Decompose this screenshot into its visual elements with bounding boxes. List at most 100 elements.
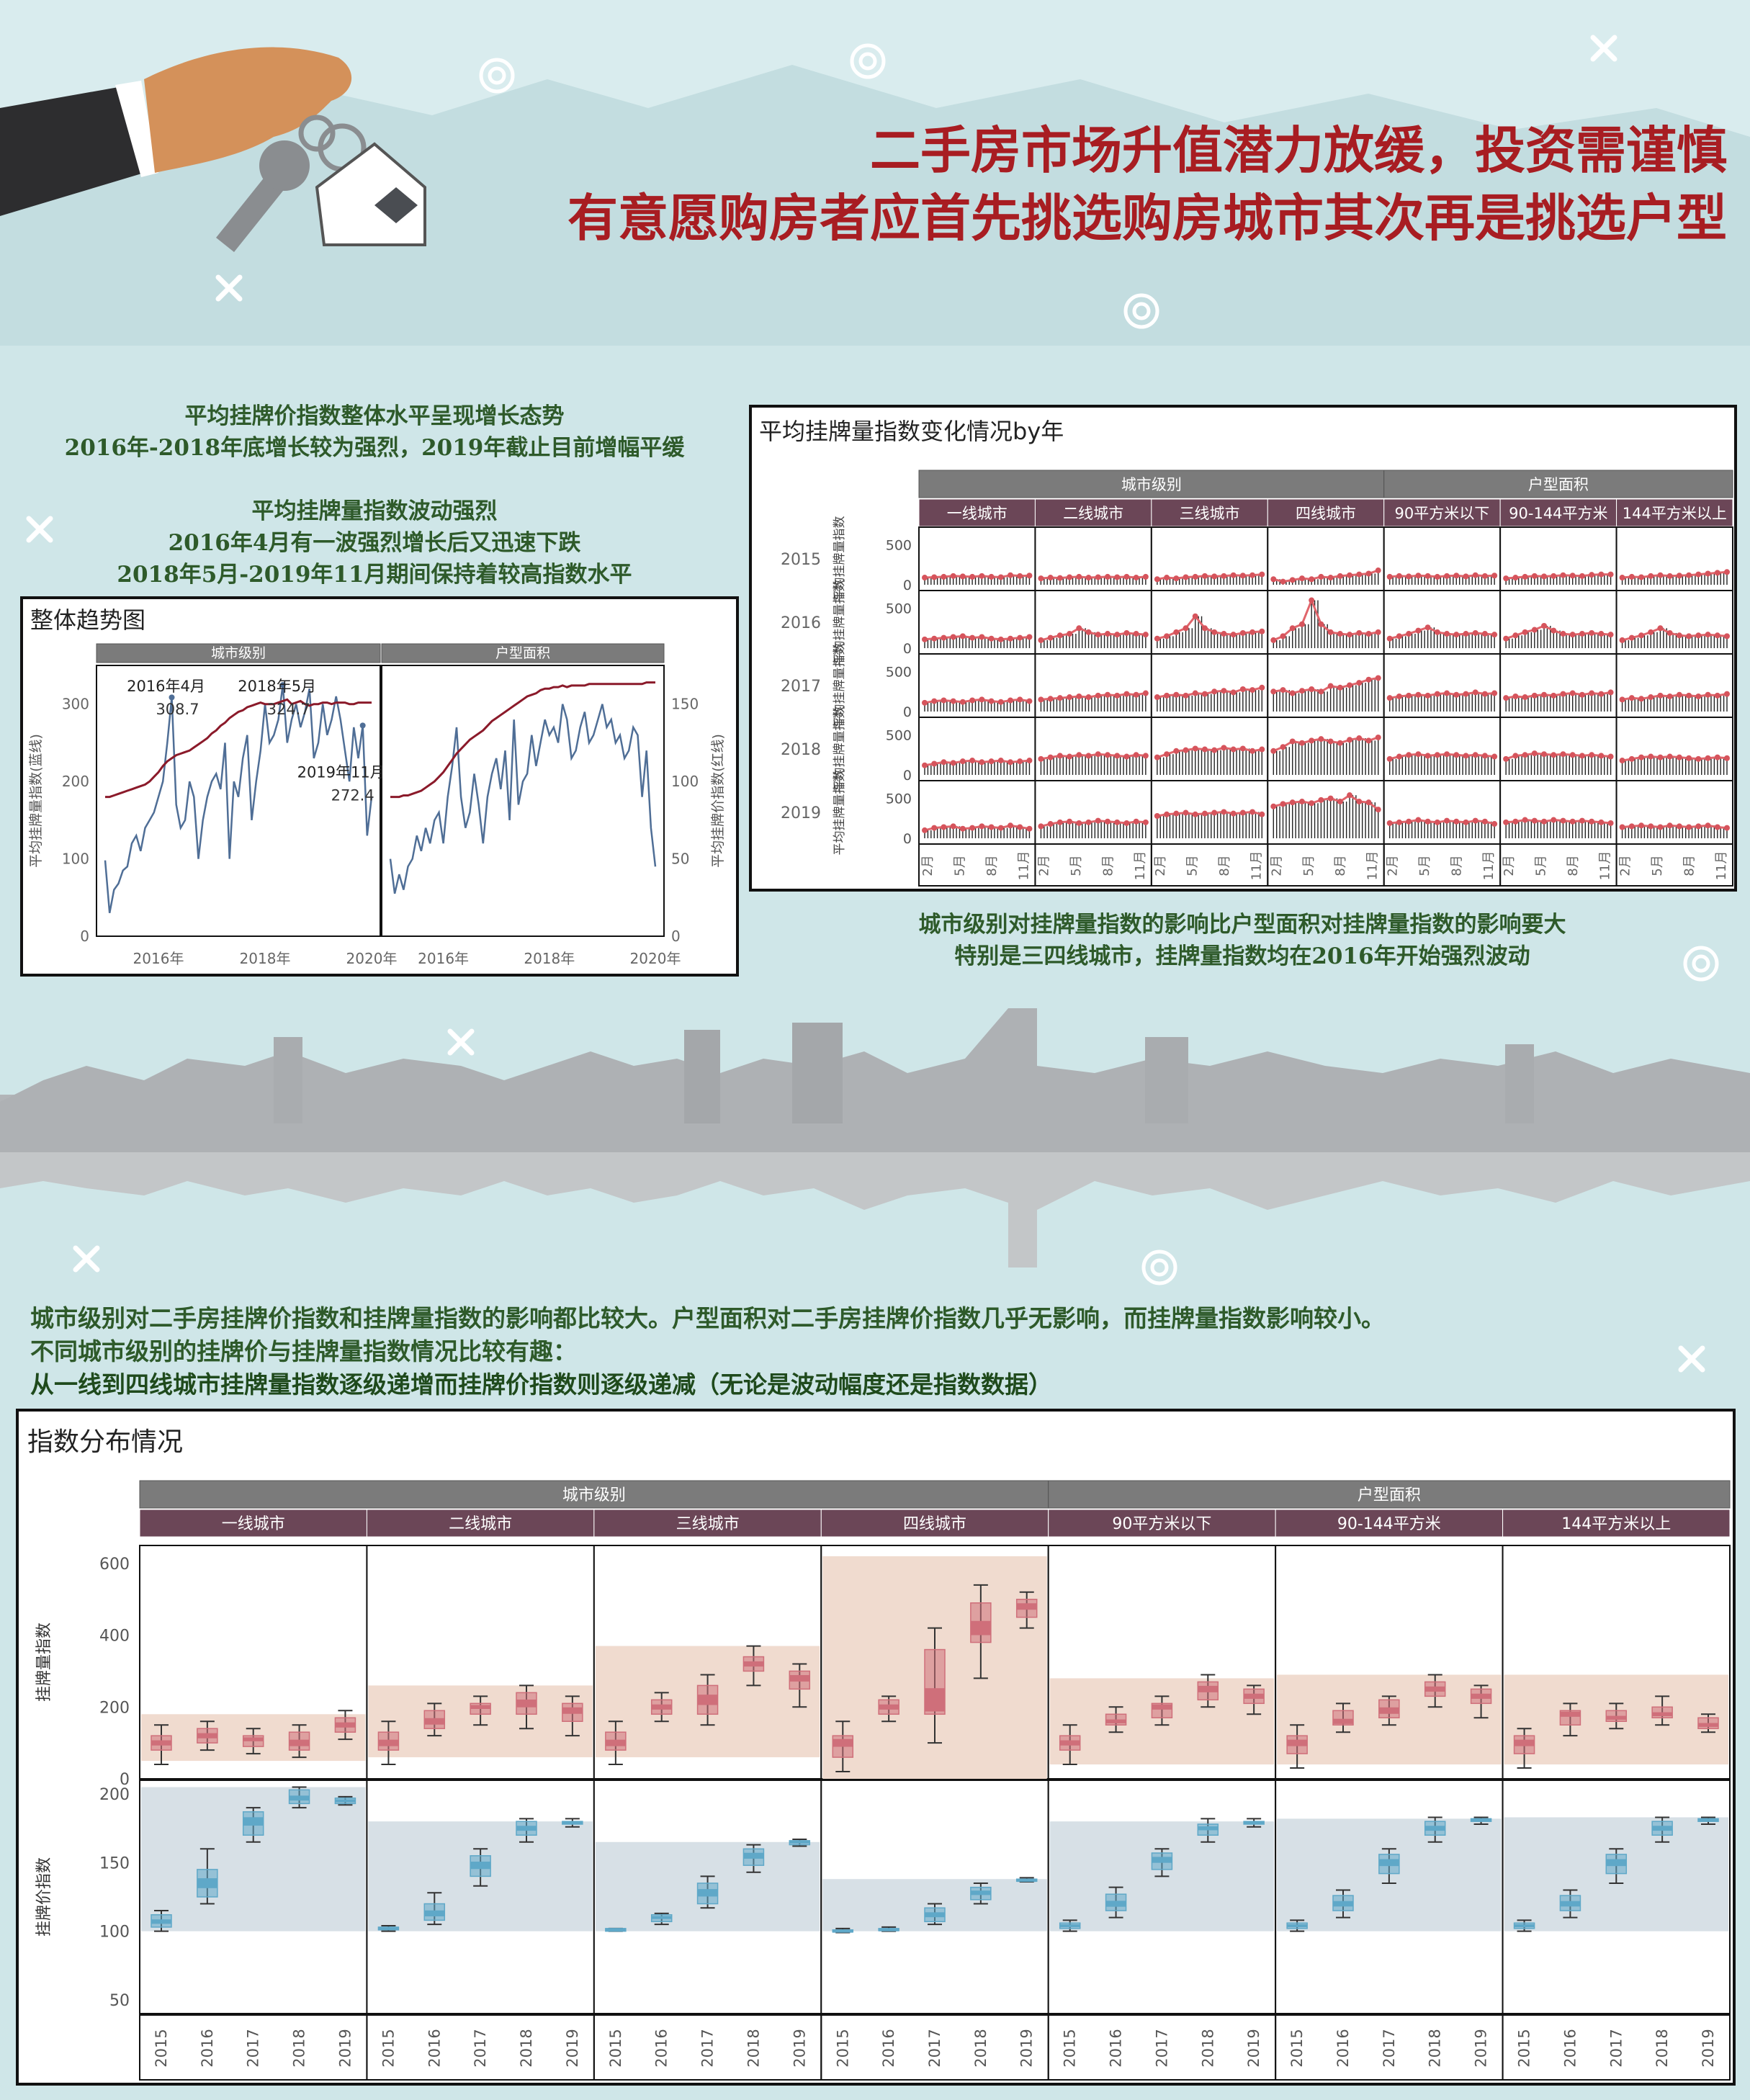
data-point (1434, 819, 1440, 825)
x-tick-label: 2月 (1269, 855, 1284, 876)
box-median (651, 1704, 672, 1710)
data-point (1133, 752, 1139, 758)
data-point (1104, 631, 1110, 637)
box-median (651, 1916, 672, 1919)
panel-frame (381, 665, 665, 937)
data-point (1648, 753, 1654, 760)
data-point (1415, 573, 1422, 579)
data-point (1463, 753, 1469, 759)
data-point (1183, 692, 1189, 699)
data-point (1619, 696, 1625, 703)
data-point (1007, 635, 1013, 642)
data-point (1666, 629, 1673, 636)
data-point (950, 573, 956, 579)
data-point (1230, 572, 1237, 578)
column-header-label: 90-144平方米 (1509, 505, 1607, 522)
data-point (1309, 737, 1315, 744)
data-point (1686, 633, 1692, 640)
data-point (1491, 821, 1498, 827)
column-header-label: 144平方米以上 (1623, 505, 1727, 522)
data-point (1017, 573, 1023, 579)
box-median (470, 1705, 491, 1709)
data-point (1249, 687, 1256, 694)
data-point (1142, 819, 1149, 825)
data-point (1415, 817, 1422, 823)
data-point (1657, 625, 1664, 632)
data-point (1309, 597, 1315, 603)
data-point (1365, 737, 1372, 744)
data-point (1356, 680, 1363, 686)
data-point (1123, 753, 1130, 760)
data-point (1289, 690, 1296, 696)
data-point (922, 762, 928, 768)
data-point (1365, 570, 1372, 577)
x-tick-label: 5月 (952, 855, 967, 876)
data-point (1123, 573, 1130, 580)
box-median (1424, 1826, 1445, 1831)
data-point (1017, 824, 1023, 830)
data-point (1085, 694, 1092, 701)
x-tick-label: 2016 (653, 2029, 670, 2067)
box-median (1152, 1704, 1172, 1710)
box-median (516, 1826, 537, 1831)
data-point (1415, 751, 1422, 758)
cell-frame (1499, 780, 1617, 845)
x-tick-label: 11月 (1365, 851, 1381, 881)
data-point (1298, 688, 1305, 694)
data-point (1173, 629, 1180, 635)
data-point (988, 698, 995, 704)
data-point (1164, 751, 1170, 758)
data-point (969, 758, 976, 764)
data-point (1026, 573, 1033, 579)
y-axis-label: 挂牌量指数 (35, 1623, 53, 1702)
data-point (1095, 632, 1101, 638)
box-median (1333, 1901, 1353, 1907)
data-point (1201, 691, 1208, 697)
data-point (1619, 575, 1625, 581)
data-point (1714, 754, 1720, 760)
data-point (1481, 753, 1488, 759)
y-tick-label: 0 (903, 578, 912, 593)
cell-frame (1034, 780, 1152, 845)
data-point (1259, 571, 1265, 578)
data-point (1249, 572, 1256, 578)
data-point (1503, 695, 1509, 701)
x-tick-label: 2019 (336, 2029, 354, 2067)
group-header (96, 643, 381, 663)
data-point (1598, 691, 1605, 697)
data-point (1619, 758, 1625, 764)
data-point (1481, 818, 1488, 825)
data-point (1569, 573, 1576, 579)
data-point (1327, 683, 1334, 689)
data-point (1531, 750, 1538, 757)
x-tick-label: 2017 (472, 2029, 489, 2067)
box-median (605, 1739, 626, 1746)
note-line: 特别是三四线城市，挂牌量指数均在2016年开始强烈波动 (954, 943, 1530, 969)
data-point (1270, 637, 1277, 643)
data-point (1017, 758, 1023, 765)
data-point (1560, 572, 1566, 578)
x-tick-label: 5月 (1534, 855, 1549, 876)
data-point (1695, 571, 1702, 578)
box-median (743, 1661, 764, 1667)
data-point (1114, 632, 1121, 638)
data-point (1318, 736, 1324, 742)
data-point (1424, 753, 1431, 759)
series-line (105, 698, 372, 799)
data-point (959, 825, 966, 832)
data-point (1056, 753, 1063, 759)
cell-frame (1150, 526, 1269, 591)
data-point (1221, 745, 1227, 751)
x-tick-label: 2019 (791, 2029, 808, 2067)
y-tick-label: 0 (903, 704, 912, 720)
row-label: 2015 (781, 551, 821, 569)
summary-paragraph: 城市级别对二手房挂牌价指数和挂牌量指数的影响都比较大。户型面积对二手房挂牌价指数… (30, 1302, 1730, 1401)
y-tick-label: 150 (671, 696, 699, 713)
y-tick-label: 400 (99, 1628, 130, 1646)
x-tick-label: 8月 (1217, 855, 1232, 876)
x-tick-label: 2月 (1036, 855, 1051, 876)
data-point (1531, 573, 1538, 579)
data-point (1095, 692, 1101, 699)
cell-frame (918, 780, 1036, 845)
x-tick-label: 2017 (1153, 2029, 1170, 2067)
